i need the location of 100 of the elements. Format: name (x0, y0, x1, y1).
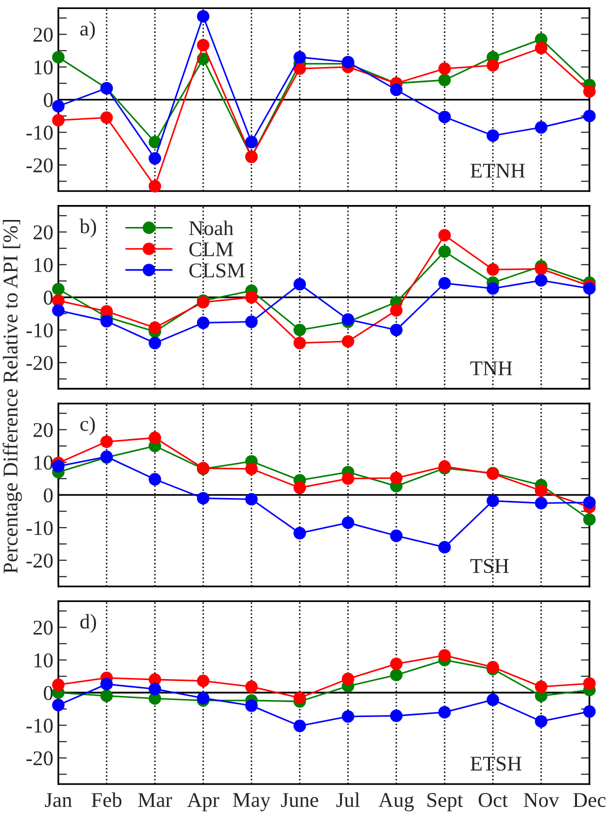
point (52, 50, 65, 64)
point (342, 672, 354, 686)
point (534, 262, 548, 276)
point (390, 472, 403, 484)
point (100, 314, 113, 328)
point (196, 10, 210, 23)
point (390, 668, 403, 682)
y-tick-label: 20 (34, 423, 53, 438)
y-tick-label: 20 (34, 620, 53, 635)
point (245, 699, 258, 712)
point (583, 282, 596, 295)
point (534, 274, 548, 287)
x-tick-label: Nov (524, 793, 560, 808)
x-tick-label: May (232, 793, 270, 812)
point (390, 84, 403, 96)
point (486, 59, 500, 72)
point (438, 706, 451, 718)
point (583, 110, 596, 122)
point (148, 432, 162, 444)
point (100, 678, 113, 690)
point (438, 649, 451, 662)
point (486, 494, 500, 508)
x-tick-label: Sept (427, 793, 463, 812)
point (196, 692, 210, 704)
legend-label: CLM (189, 242, 234, 256)
point (52, 678, 65, 692)
y-axis-title: Percentage Difference Relative to API [%] (2, 220, 22, 574)
x-tick-label: Jul (336, 792, 360, 808)
y-tick-label: -10 (26, 718, 53, 733)
point (438, 277, 451, 290)
point (245, 680, 258, 693)
point (534, 496, 548, 510)
point (196, 38, 210, 52)
point (293, 482, 306, 494)
point (196, 492, 210, 504)
x-tick-label: Dec (573, 793, 606, 808)
point (148, 180, 162, 192)
point (293, 324, 306, 336)
point (100, 111, 113, 124)
y-tick-label: 10 (34, 60, 53, 74)
point (486, 282, 500, 295)
y-tick-label: 0 (44, 93, 53, 108)
point (486, 263, 500, 276)
point (438, 245, 451, 258)
point (583, 496, 596, 509)
point (534, 42, 548, 54)
point (534, 680, 548, 693)
point (293, 278, 306, 290)
point (534, 121, 548, 134)
point (583, 705, 596, 718)
point (438, 229, 451, 242)
point (100, 435, 113, 448)
point (583, 677, 596, 690)
x-tick-label: Oct (478, 793, 508, 808)
point (390, 710, 403, 722)
x-tick-label: Feb (92, 792, 122, 808)
y-tick-label: 0 (44, 290, 53, 305)
point (342, 516, 354, 529)
point (390, 658, 403, 670)
point (342, 335, 354, 348)
point (486, 694, 500, 706)
annotation: d) (80, 614, 96, 633)
point (196, 316, 210, 330)
annotation: c) (80, 416, 95, 436)
point (148, 321, 162, 334)
point (390, 324, 403, 336)
y-tick-label: -10 (26, 126, 53, 140)
point (293, 62, 306, 75)
point (245, 291, 258, 304)
point (52, 100, 65, 112)
point (390, 304, 403, 317)
point (148, 473, 162, 486)
point (583, 513, 596, 526)
x-tick-label: Aug (378, 793, 414, 812)
point (245, 462, 258, 476)
point (534, 484, 548, 497)
point (148, 682, 162, 696)
y-tick-label: -20 (26, 158, 53, 172)
y-tick-label: -10 (26, 520, 53, 536)
y-tick-label: -10 (26, 323, 53, 338)
x-tick-label: Jan (44, 793, 72, 808)
point (245, 492, 258, 506)
x-tick-label: Mar (138, 793, 172, 808)
x-tick-label: Apr (187, 793, 220, 812)
annotation: TSH (470, 559, 509, 574)
point (293, 720, 306, 732)
point (293, 526, 306, 540)
legend-label: CLSM (189, 263, 245, 278)
annotation: TNH (470, 362, 512, 376)
annotation: ETSH (470, 756, 522, 771)
point (293, 336, 306, 350)
point (52, 114, 65, 126)
point (342, 313, 354, 326)
y-tick-label: -20 (26, 554, 53, 568)
point (342, 472, 354, 485)
point (245, 316, 258, 328)
y-tick-label: 0 (44, 488, 53, 502)
point (390, 530, 403, 542)
point (52, 460, 65, 472)
annotation: ETNH (470, 164, 525, 178)
